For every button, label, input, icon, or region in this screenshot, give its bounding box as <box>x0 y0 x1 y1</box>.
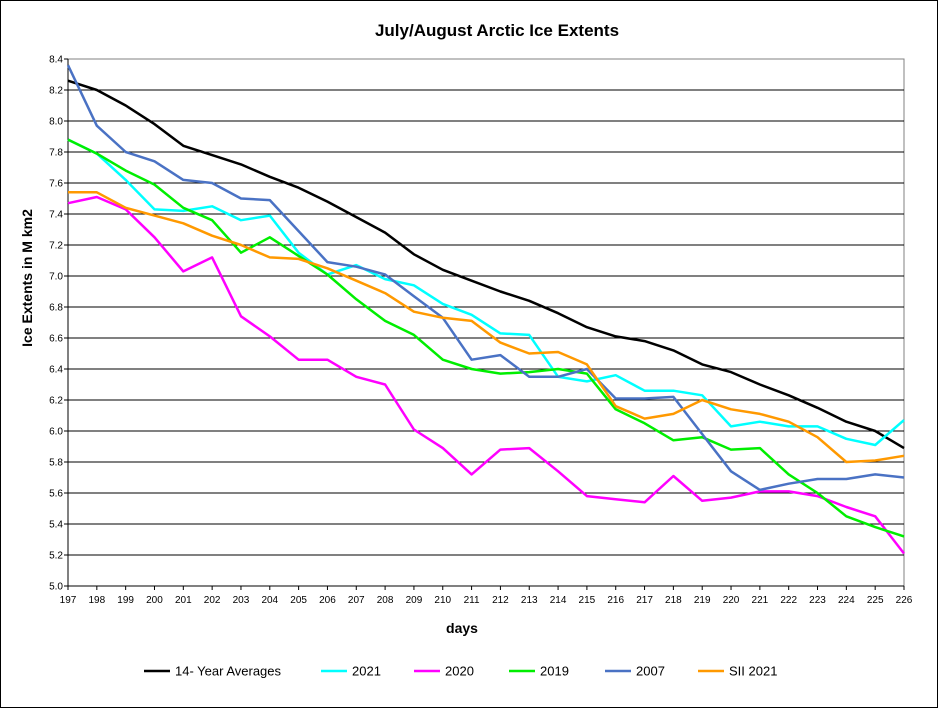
series-line-2020 <box>67 195 905 555</box>
legend-label-sii-2021: SII 2021 <box>729 664 777 679</box>
series-line-2021 <box>67 138 905 447</box>
x-tick-label: 203 <box>233 595 250 606</box>
y-tick-label: 5.0 <box>49 582 63 593</box>
x-tick-label: 205 <box>290 595 307 606</box>
x-tick-label: 212 <box>492 595 509 606</box>
x-tick-label: 217 <box>636 595 653 606</box>
y-tick-label: 5.8 <box>49 458 63 469</box>
series-line-sii-2021 <box>68 191 905 464</box>
x-tick-label: 209 <box>406 595 423 606</box>
y-tick-label: 7.8 <box>49 148 63 159</box>
x-tick-label: 208 <box>377 595 394 606</box>
legend-label-2021: 2021 <box>352 664 381 679</box>
y-axis-label: Ice Extents in M km2 <box>19 209 35 347</box>
chart-title: July/August Arctic Ice Extents <box>375 21 619 40</box>
y-tick-label: 7.4 <box>49 210 63 221</box>
x-tick-label: 221 <box>752 595 769 606</box>
y-tick-label: 8.4 <box>49 55 63 66</box>
y-axis-ticks: 5.0 5.2 5.4 5.6 5.8 6.0 6.2 6.4 6.6 6.8 7.0 7.2 7.4 7… <box>49 55 68 593</box>
x-tick-label: 218 <box>665 595 682 606</box>
y-tick-label: 7.2 <box>49 241 63 252</box>
legend-label-14-year-averages: 14- Year Averages <box>175 664 282 679</box>
x-tick-label: 216 <box>607 595 624 606</box>
legend-label-2020: 2020 <box>445 664 474 679</box>
y-tick-label: 6.4 <box>49 365 63 376</box>
series-line-14-year-averages <box>67 79 905 450</box>
x-tick-label: 199 <box>117 595 134 606</box>
x-tick-label: 204 <box>261 595 278 606</box>
x-tick-label: 219 <box>694 595 711 606</box>
y-tick-label: 5.2 <box>49 551 63 562</box>
x-tick-label: 197 <box>60 595 77 606</box>
y-tick-label: 6.2 <box>49 396 63 407</box>
x-tick-label: 207 <box>348 595 365 606</box>
series-line-2007 <box>66 64 905 492</box>
x-tick-label: 225 <box>867 595 884 606</box>
y-tick-label: 8.2 <box>49 86 63 97</box>
x-tick-label: 210 <box>434 595 451 606</box>
x-tick-label: 200 <box>146 595 163 606</box>
y-tick-label: 7.6 <box>49 179 63 190</box>
x-tick-label: 206 <box>319 595 336 606</box>
x-tick-label: 215 <box>579 595 596 606</box>
y-tick-label: 7.0 <box>49 272 63 283</box>
x-tick-label: 214 <box>550 595 567 606</box>
x-tick-label: 201 <box>175 595 192 606</box>
y-tick-label: 5.4 <box>49 520 63 531</box>
y-tick-label: 6.0 <box>49 427 63 438</box>
plot-background <box>67 58 905 587</box>
plot-area <box>67 58 905 587</box>
x-tick-label: 211 <box>464 595 480 606</box>
legend-label-2019: 2019 <box>540 664 569 679</box>
y-tick-label: 6.8 <box>49 303 63 314</box>
y-tick-label: 6.6 <box>49 334 63 345</box>
x-axis-ticks: 197 198 199 200 201 202 203 204 205 206 207 208 209 2… <box>60 586 913 606</box>
x-tick-label: 222 <box>780 595 797 606</box>
x-tick-label: 213 <box>521 595 538 606</box>
legend: 14- Year Averages 2021 2020 2019 2007 SII 202… <box>144 664 777 679</box>
y-tick-label: 8.0 <box>49 117 63 128</box>
y-tick-label: 5.6 <box>49 489 63 500</box>
x-axis-label: days <box>446 620 478 636</box>
series-line-2019 <box>67 138 905 538</box>
x-tick-label: 226 <box>896 595 913 606</box>
legend-label-2007: 2007 <box>636 664 665 679</box>
series-lines <box>66 64 905 555</box>
x-tick-label: 223 <box>809 595 826 606</box>
x-tick-label: 224 <box>838 595 855 606</box>
x-tick-label: 198 <box>88 595 105 606</box>
x-tick-label: 220 <box>723 595 740 606</box>
x-tick-label: 202 <box>204 595 221 606</box>
